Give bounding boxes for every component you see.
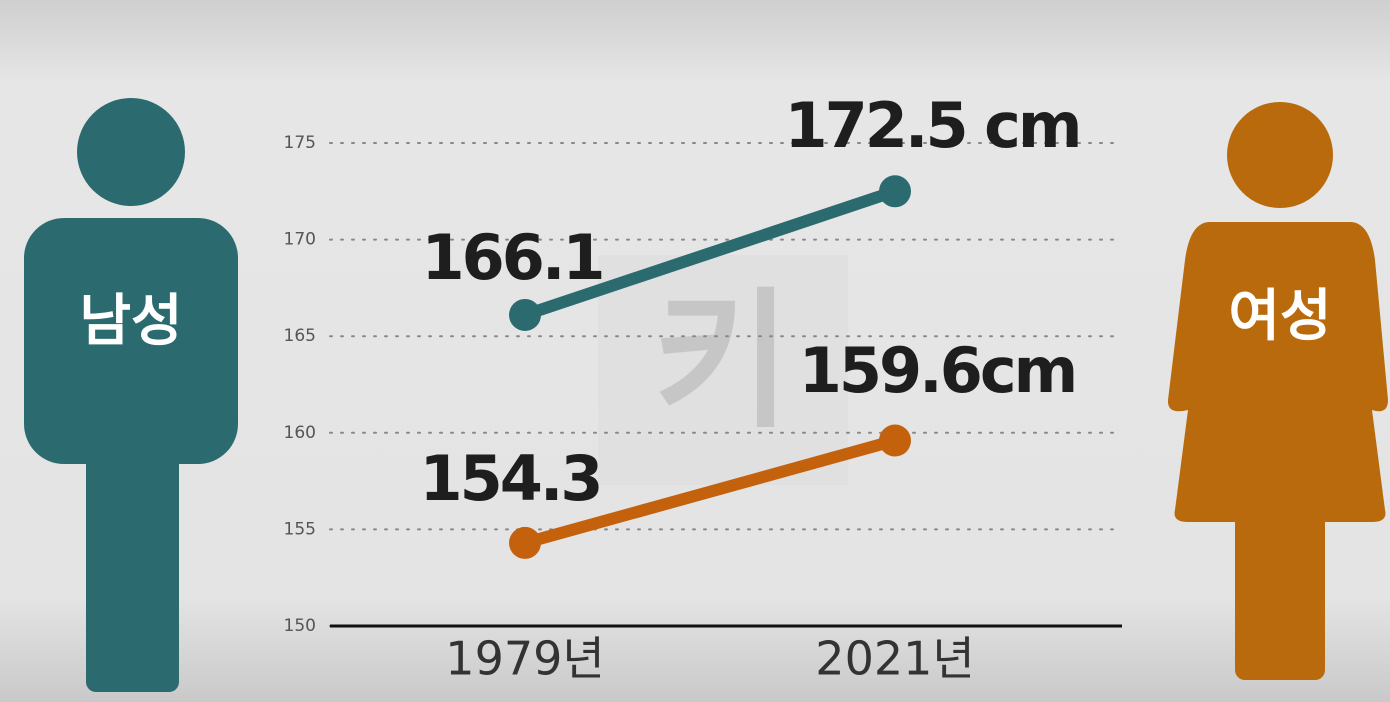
male-label: 남성 — [79, 289, 182, 354]
y-tick-label: 165 — [284, 326, 316, 346]
male-figure — [24, 98, 238, 692]
female-label: 여성 — [1228, 284, 1331, 349]
data-point — [879, 424, 911, 457]
watermark: 키 — [653, 275, 791, 449]
data-label: 172.5 cm — [784, 89, 1079, 162]
series-line — [519, 434, 901, 549]
data-point — [509, 298, 541, 331]
y-tick-label: 150 — [284, 616, 316, 636]
y-tick-label: 170 — [284, 230, 316, 250]
y-tick-label: 155 — [284, 519, 316, 539]
x-tick-label: 1979년 — [445, 632, 604, 686]
data-point — [879, 175, 911, 208]
data-label: 159.6cm — [799, 334, 1075, 407]
female-figure — [1167, 102, 1388, 680]
watermark-box — [598, 255, 848, 485]
x-tick-label: 2021년 — [815, 632, 974, 686]
data-point — [509, 526, 541, 559]
y-tick-label: 175 — [284, 133, 316, 153]
series-line — [519, 185, 901, 321]
data-label: 166.1 — [421, 221, 602, 294]
y-tick-label: 160 — [284, 423, 316, 443]
data-label: 154.3 — [419, 442, 600, 515]
